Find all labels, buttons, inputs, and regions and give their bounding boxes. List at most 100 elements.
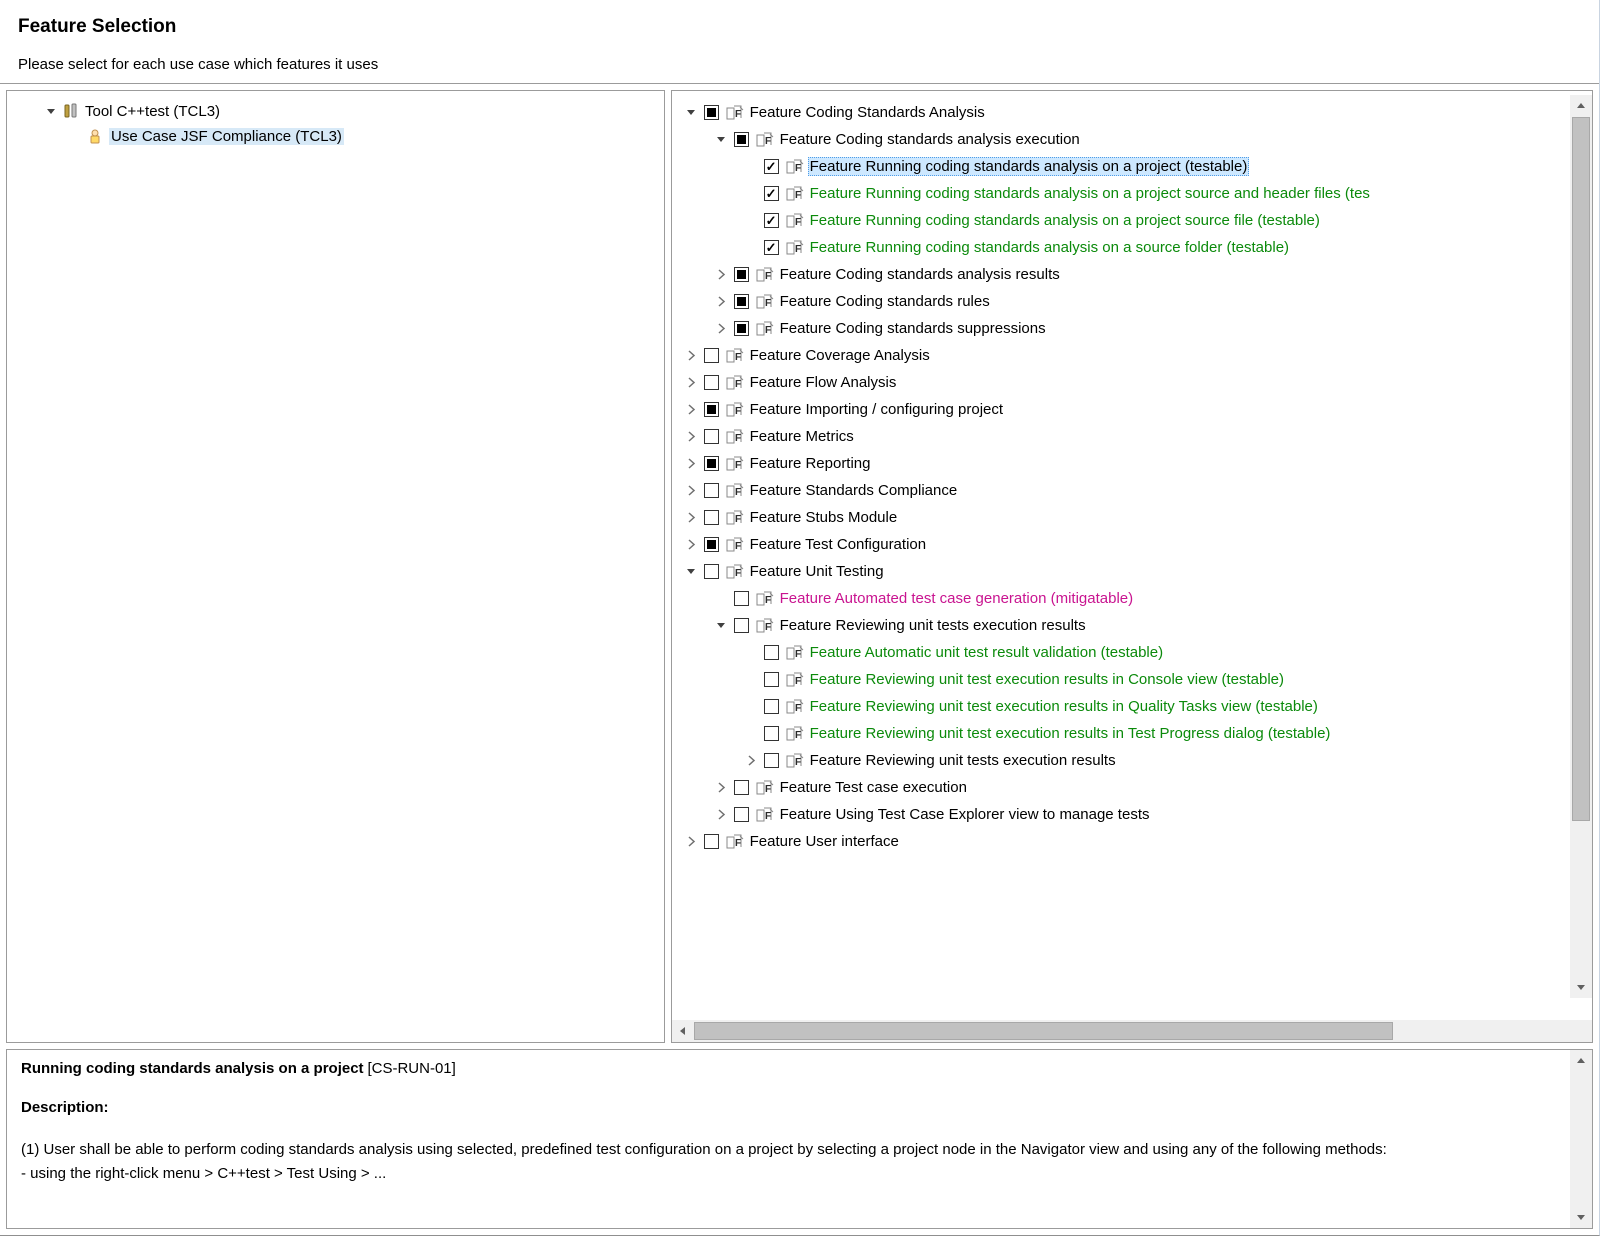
vertical-scrollbar[interactable] [1570, 95, 1592, 998]
feature-row[interactable]: FFeature Automated test case generation … [678, 585, 1570, 612]
scroll-up-button[interactable] [1570, 95, 1592, 117]
expand-toggle[interactable] [684, 537, 700, 553]
feature-checkbox[interactable] [704, 105, 719, 120]
feature-row[interactable]: FFeature Test Configuration [678, 531, 1570, 558]
expand-toggle[interactable] [684, 429, 700, 445]
expand-toggle[interactable] [684, 348, 700, 364]
detail-body: (1) User shall be able to perform coding… [21, 1138, 1578, 1186]
feature-row[interactable]: FFeature Coding standards analysis resul… [678, 261, 1570, 288]
expand-toggle[interactable] [684, 375, 700, 391]
feature-checkbox[interactable] [704, 510, 719, 525]
feature-row[interactable]: FFeature Stubs Module [678, 504, 1570, 531]
feature-row[interactable]: FFeature Flow Analysis [678, 369, 1570, 396]
feature-row[interactable]: FFeature Reporting [678, 450, 1570, 477]
feature-row[interactable]: FFeature Running coding standards analys… [678, 153, 1570, 180]
expand-toggle[interactable] [714, 618, 730, 634]
feature-label: Feature Test case execution [778, 779, 969, 796]
expand-toggle[interactable] [744, 753, 760, 769]
feature-row[interactable]: FFeature Reviewing unit test execution r… [678, 693, 1570, 720]
expand-toggle[interactable] [684, 483, 700, 499]
expand-toggle[interactable] [714, 807, 730, 823]
hscroll-thumb[interactable] [694, 1022, 1394, 1040]
svg-text:F: F [765, 271, 771, 282]
feature-row[interactable]: FFeature Running coding standards analys… [678, 234, 1570, 261]
feature-checkbox[interactable] [764, 213, 779, 228]
feature-checkbox[interactable] [704, 402, 719, 417]
feature-checkbox[interactable] [734, 132, 749, 147]
feature-row[interactable]: FFeature Coding standards analysis execu… [678, 126, 1570, 153]
feature-checkbox[interactable] [764, 672, 779, 687]
detail-scroll-up[interactable] [1570, 1050, 1592, 1072]
feature-checkbox[interactable] [704, 537, 719, 552]
feature-row[interactable]: FFeature Coding Standards Analysis [678, 99, 1570, 126]
feature-checkbox[interactable] [704, 375, 719, 390]
feature-row[interactable]: FFeature Using Test Case Explorer view t… [678, 801, 1570, 828]
expand-toggle[interactable] [714, 294, 730, 310]
feature-checkbox[interactable] [764, 240, 779, 255]
horizontal-scrollbar[interactable] [672, 1020, 1592, 1042]
feature-checkbox[interactable] [734, 807, 749, 822]
scroll-thumb[interactable] [1572, 117, 1590, 821]
feature-row[interactable]: FFeature Reviewing unit test execution r… [678, 720, 1570, 747]
feature-checkbox[interactable] [704, 429, 719, 444]
feature-row[interactable]: FFeature Running coding standards analys… [678, 207, 1570, 234]
feature-checkbox[interactable] [734, 321, 749, 336]
feature-row[interactable]: FFeature Reviewing unit tests execution … [678, 612, 1570, 639]
feature-checkbox[interactable] [704, 348, 719, 363]
expand-toggle [744, 645, 760, 661]
feature-row[interactable]: FFeature Test case execution [678, 774, 1570, 801]
feature-icon: F [726, 348, 744, 364]
feature-checkbox[interactable] [734, 618, 749, 633]
expand-toggle[interactable] [684, 834, 700, 850]
expand-toggle[interactable] [43, 104, 59, 120]
feature-checkbox[interactable] [734, 591, 749, 606]
feature-label: Feature Reviewing unit tests execution r… [808, 752, 1118, 769]
feature-row[interactable]: FFeature Metrics [678, 423, 1570, 450]
tree-row-tool[interactable]: Tool C++test (TCL3) [43, 99, 662, 124]
feature-checkbox[interactable] [704, 564, 719, 579]
feature-checkbox[interactable] [764, 699, 779, 714]
expand-toggle[interactable] [684, 402, 700, 418]
detail-scrollbar[interactable] [1570, 1050, 1592, 1228]
feature-row[interactable]: FFeature Running coding standards analys… [678, 180, 1570, 207]
feature-checkbox[interactable] [734, 780, 749, 795]
expand-toggle[interactable] [684, 456, 700, 472]
feature-row[interactable]: FFeature Unit Testing [678, 558, 1570, 585]
feature-row[interactable]: FFeature Reviewing unit test execution r… [678, 666, 1570, 693]
expand-toggle[interactable] [684, 510, 700, 526]
expand-toggle[interactable] [714, 267, 730, 283]
tree-row-usecase[interactable]: Use Case JSF Compliance (TCL3) [43, 124, 662, 149]
feature-checkbox[interactable] [704, 483, 719, 498]
feature-checkbox[interactable] [704, 456, 719, 471]
feature-checkbox[interactable] [734, 294, 749, 309]
feature-row[interactable]: FFeature Coverage Analysis [678, 342, 1570, 369]
detail-scroll-down[interactable] [1570, 1206, 1592, 1228]
use-case-tree[interactable]: Tool C++test (TCL3)Use Case JSF Complian… [13, 99, 662, 149]
feature-row[interactable]: FFeature Reviewing unit tests execution … [678, 747, 1570, 774]
expand-toggle[interactable] [684, 564, 700, 580]
feature-row[interactable]: FFeature Importing / configuring project [678, 396, 1570, 423]
scroll-down-button[interactable] [1570, 976, 1592, 998]
feature-icon: F [756, 591, 774, 607]
usecase-icon [87, 128, 105, 146]
feature-row[interactable]: FFeature Automatic unit test result vali… [678, 639, 1570, 666]
expand-toggle[interactable] [684, 105, 700, 121]
feature-checkbox[interactable] [704, 834, 719, 849]
feature-checkbox[interactable] [764, 159, 779, 174]
feature-checkbox[interactable] [764, 726, 779, 741]
feature-row[interactable]: FFeature Standards Compliance [678, 477, 1570, 504]
feature-row[interactable]: FFeature User interface [678, 828, 1570, 855]
feature-label: Feature Stubs Module [748, 509, 900, 526]
expand-toggle[interactable] [714, 321, 730, 337]
expand-toggle[interactable] [714, 780, 730, 796]
feature-checkbox[interactable] [764, 186, 779, 201]
expand-toggle[interactable] [714, 132, 730, 148]
detail-body-line2: - using the right-click menu > C++test >… [21, 1162, 1578, 1186]
feature-checkbox[interactable] [764, 753, 779, 768]
feature-checkbox[interactable] [764, 645, 779, 660]
scroll-left-button[interactable] [672, 1020, 694, 1042]
feature-row[interactable]: FFeature Coding standards suppressions [678, 315, 1570, 342]
feature-checkbox[interactable] [734, 267, 749, 282]
feature-tree[interactable]: FFeature Coding Standards AnalysisFFeatu… [678, 99, 1570, 855]
feature-row[interactable]: FFeature Coding standards rules [678, 288, 1570, 315]
